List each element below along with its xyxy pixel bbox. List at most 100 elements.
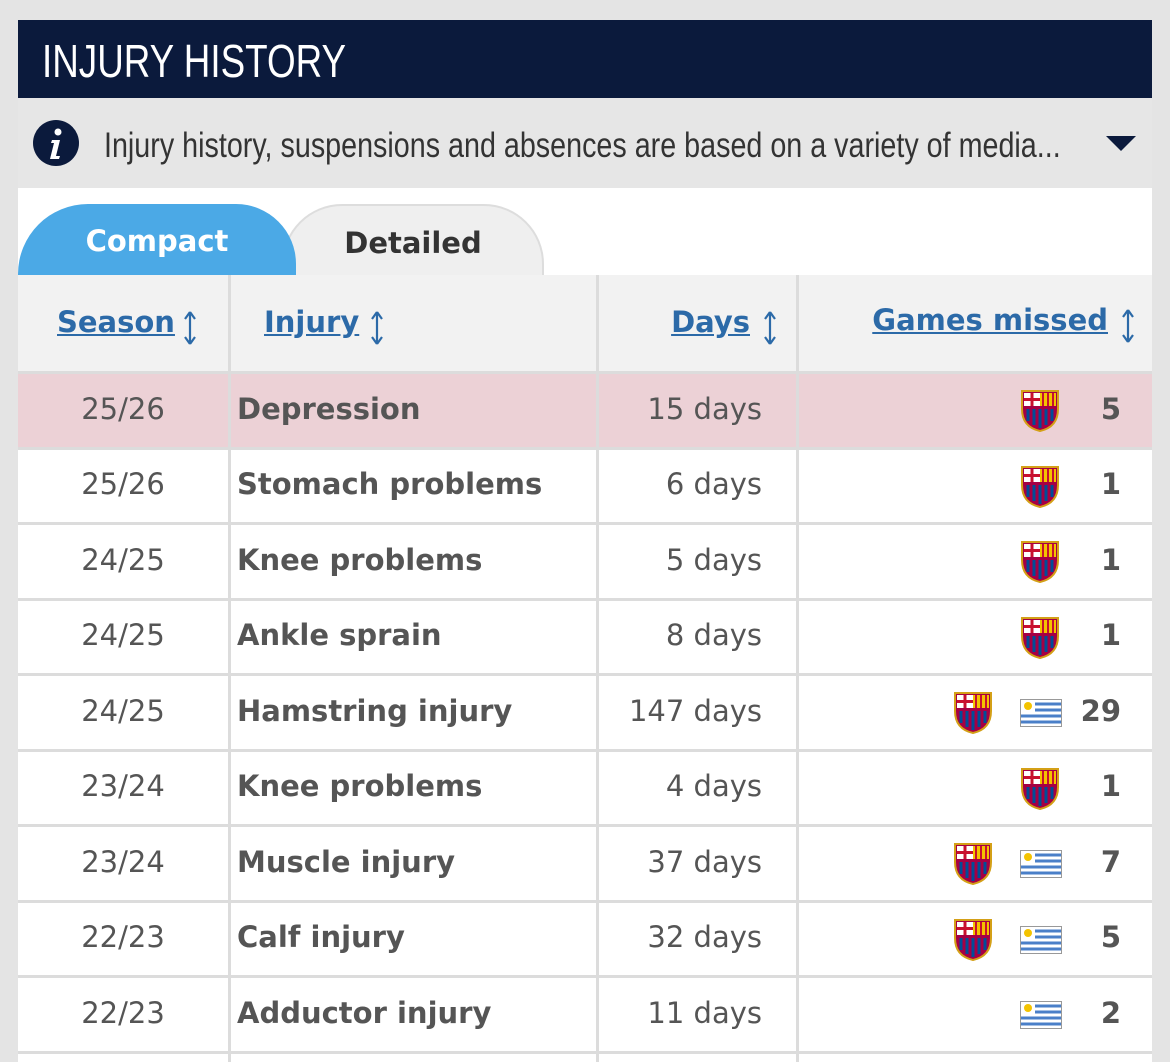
column-header[interactable]: Season [57, 305, 175, 339]
season: 24/25 [81, 618, 165, 653]
games-missed: 2 [1100, 995, 1121, 1030]
season: 22/23 [81, 995, 165, 1030]
club-crest [1021, 465, 1059, 508]
row-divider [18, 371, 1152, 374]
tab-compact[interactable]: Compact [18, 204, 296, 276]
column-divider [796, 1052, 799, 1062]
column-divider [228, 1052, 231, 1062]
season: 22/23 [81, 920, 165, 955]
games-missed: 5 [1100, 920, 1121, 955]
sort-icon[interactable] [763, 310, 777, 346]
injury: Calf injury [237, 920, 405, 955]
season: 25/26 [81, 467, 165, 502]
injury-panel: INJURY HISTORY Injury history, suspensio… [18, 20, 1152, 1062]
table-row [18, 978, 1152, 1051]
expand-arrow[interactable] [1106, 136, 1136, 152]
row-divider [18, 899, 1152, 903]
club-crest [1021, 541, 1059, 584]
row-divider [18, 1050, 1152, 1054]
days: 15 days [647, 391, 762, 426]
club-crest [954, 918, 992, 961]
games-missed: 7 [1100, 844, 1121, 879]
row-divider [18, 673, 1152, 676]
club-crest [954, 843, 992, 886]
column-divider [596, 675, 599, 751]
sort-icon[interactable] [1121, 308, 1135, 344]
column-divider [228, 275, 231, 372]
games-missed: 1 [1100, 542, 1121, 577]
games-missed: 5 [1100, 391, 1121, 426]
column-divider [596, 275, 599, 372]
column-divider [796, 448, 799, 524]
info-bar: Injury history, suspensions and absences… [18, 98, 1152, 188]
column-divider [796, 826, 799, 902]
days: 147 days [628, 693, 762, 728]
column-divider [596, 524, 599, 600]
national-flag [1020, 699, 1062, 727]
injury: Ankle sprain [237, 618, 442, 653]
games-missed: 29 [1080, 693, 1121, 728]
injury: Adductor injury [237, 995, 492, 1030]
column-divider [228, 524, 231, 600]
column-divider [796, 524, 799, 600]
header-title: INJURY HISTORY [42, 35, 347, 87]
column-divider [796, 599, 799, 675]
days: 6 days [665, 467, 762, 502]
season: 24/25 [81, 542, 165, 577]
days: 8 days [665, 618, 762, 653]
row-divider [18, 748, 1152, 752]
row-divider [18, 597, 1152, 601]
column-divider [228, 750, 231, 826]
column-divider [228, 977, 231, 1053]
column-divider [596, 750, 599, 826]
column-divider [228, 448, 231, 524]
club-crest [1021, 390, 1059, 433]
column-divider [596, 448, 599, 524]
table-header [18, 275, 1152, 372]
row-divider [18, 975, 1152, 978]
days: 4 days [665, 769, 762, 804]
injury: Hamstring injury [237, 693, 513, 728]
injury: Knee problems [237, 769, 483, 804]
info-text: Injury history, suspensions and absences… [104, 126, 1061, 165]
national-flag [1020, 850, 1062, 878]
column-divider [596, 373, 599, 449]
injury: Muscle injury [237, 844, 456, 879]
tab-detailed[interactable]: Detailed [282, 204, 544, 278]
column-divider [228, 599, 231, 675]
season: 23/24 [81, 844, 165, 879]
club-crest [1021, 616, 1059, 659]
club-crest [954, 692, 992, 735]
row-divider [18, 824, 1152, 827]
club-crest [1021, 767, 1059, 810]
column-divider [228, 901, 231, 977]
column-header[interactable]: Days [671, 305, 750, 339]
injury: Depression [237, 391, 421, 426]
row-divider [18, 446, 1152, 450]
table-row [18, 751, 1152, 824]
row-divider [18, 522, 1152, 525]
column-divider [596, 826, 599, 902]
column-divider [796, 275, 799, 372]
sort-icon[interactable] [370, 310, 384, 346]
column-divider [228, 675, 231, 751]
days: 37 days [647, 844, 762, 879]
column-divider [796, 373, 799, 449]
column-divider [796, 750, 799, 826]
days: 11 days [647, 995, 762, 1030]
column-divider [596, 1052, 599, 1062]
season: 24/25 [81, 693, 165, 728]
days: 5 days [665, 542, 762, 577]
table-row [18, 525, 1152, 598]
header-bar: INJURY HISTORY [18, 20, 1152, 98]
table-row [18, 449, 1152, 522]
column-header[interactable]: Injury [264, 305, 360, 339]
national-flag [1020, 925, 1062, 954]
column-header[interactable]: Games missed [872, 303, 1108, 337]
games-missed: 1 [1100, 769, 1121, 804]
column-divider [596, 977, 599, 1053]
column-divider [228, 826, 231, 902]
injury: Stomach problems [237, 467, 543, 502]
sort-icon[interactable] [183, 310, 197, 346]
